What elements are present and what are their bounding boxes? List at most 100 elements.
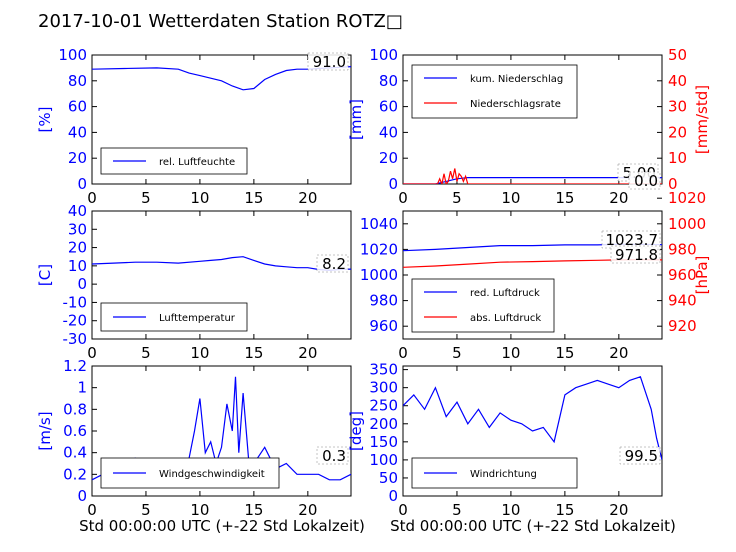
series-line — [403, 168, 662, 184]
x-tick-label: 10 — [190, 344, 209, 362]
y-axis-label: [mm] — [347, 99, 365, 140]
legend: Windrichtung — [411, 457, 578, 489]
y-tick-label: 100 — [369, 451, 398, 469]
y-tick-label: 20 — [379, 149, 398, 167]
legend-box — [411, 64, 578, 119]
y-tick-label: 40 — [68, 123, 87, 141]
y-tick-label: 250 — [369, 397, 398, 415]
axes-frame — [91, 54, 352, 185]
x-tick-label: 15 — [244, 189, 263, 207]
legend: Windgeschwindigkeit — [100, 457, 280, 489]
y-tick-label: 1020 — [360, 240, 398, 258]
y-tick-label: 0.4 — [63, 444, 87, 462]
x-tick-label: 0 — [398, 189, 408, 207]
y-tick-label: 80 — [379, 72, 398, 90]
panel-wind_dir: 0 5 10 15 20050100150200250300350[deg]Windri… — [347, 361, 663, 519]
y2-tick-label: 0 — [668, 175, 678, 193]
x-tick-label: 20 — [609, 344, 628, 362]
x-tick-label: 10 — [190, 189, 209, 207]
y-tick-label: 50 — [379, 469, 398, 487]
panel-precip: 0 5 10 15 20020406080100[mm]01020304050[mm/s… — [347, 46, 711, 207]
y2-tick-label: 40 — [668, 72, 687, 90]
y2-tick-label: 30 — [668, 98, 687, 116]
y-tick-label: 40 — [379, 123, 398, 141]
series-line — [403, 376, 662, 461]
y2-tick-label: 20 — [668, 123, 687, 141]
y-tick-label: 0 — [77, 275, 87, 293]
y-tick-label: 0.8 — [63, 400, 87, 418]
y-tick-label: 60 — [379, 98, 398, 116]
y-tick-label: 1 — [77, 379, 87, 397]
x-tick-label: 20 — [298, 344, 317, 362]
legend-label: Lufttemperatur — [159, 313, 236, 324]
value-annotation-box — [307, 52, 349, 71]
x-tick-label: 0 — [87, 501, 97, 519]
legend-label: abs. Luftdruck — [470, 313, 541, 324]
legend-box — [100, 302, 248, 332]
x-tick-label: 5 — [141, 189, 151, 207]
y-tick-label: 200 — [369, 415, 398, 433]
y2-tick-label: 50 — [668, 46, 687, 64]
y-tick-label: 60 — [68, 98, 87, 116]
y-tick-label: -30 — [63, 330, 88, 348]
y-tick-label: 0.6 — [63, 422, 87, 440]
value-annotation-box — [628, 171, 661, 190]
x-tick-label: 10 — [190, 501, 209, 519]
x-tick-label: 0 — [398, 501, 408, 519]
legend-label: Niederschlagsrate — [470, 99, 561, 110]
y2-axis-label: [mm/std] — [693, 85, 711, 154]
y-axis-label: [C] — [36, 264, 54, 286]
y2-tick-label: 1000 — [668, 215, 706, 233]
x-tick-label: 5 — [141, 344, 151, 362]
x-axis-label-left: Std 00:00:00 UTC (+-22 Std Lokalzeit) — [79, 517, 365, 535]
y-tick-label: 20 — [68, 239, 87, 257]
y2-tick-label: 1020 — [668, 189, 706, 207]
x-tick-label: 10 — [501, 501, 520, 519]
x-tick-label: 20 — [609, 189, 628, 207]
x-tick-label: 20 — [298, 189, 317, 207]
y-axis-label: [m/s] — [36, 411, 54, 450]
x-tick-label: 15 — [555, 501, 574, 519]
value-annotation-box — [316, 254, 349, 273]
y-tick-label: 0 — [388, 487, 398, 505]
y2-axis-label: [hPa] — [693, 256, 711, 295]
x-tick-label: 15 — [555, 189, 574, 207]
x-tick-label: 5 — [452, 344, 462, 362]
value-annotation-box — [610, 245, 661, 264]
y-tick-label: 1.2 — [63, 357, 87, 375]
x-tick-label: 10 — [501, 189, 520, 207]
x-tick-label: 20 — [298, 501, 317, 519]
y-tick-label: 350 — [369, 361, 398, 379]
value-annotation: 1023.7 — [606, 231, 659, 249]
y2-tick-label: 960 — [668, 266, 697, 284]
y-tick-label: 40 — [68, 202, 87, 220]
x-tick-label: 5 — [452, 501, 462, 519]
y-axis-label: [%] — [36, 107, 54, 133]
y-tick-label: 100 — [369, 46, 398, 64]
value-annotation-box — [619, 446, 661, 465]
legend: Lufttemperatur — [100, 302, 248, 332]
x-tick-label: 0 — [87, 189, 97, 207]
y-tick-label: 1000 — [360, 266, 398, 284]
x-tick-label: 15 — [555, 344, 574, 362]
y-tick-label: 980 — [369, 292, 398, 310]
axes-frame — [91, 210, 352, 340]
x-tick-label: 15 — [244, 501, 263, 519]
panel-pressure: 0 5 10 15 2096098010001020104092094096098010… — [360, 189, 711, 362]
y2-tick-label: 10 — [668, 149, 687, 167]
panel-humidity: 0 5 10 15 20 0 20 40 60 80 100 [%] rel. Luftfeuchte 9… — [36, 46, 352, 207]
y-tick-label: 300 — [369, 379, 398, 397]
y-tick-label: 1040 — [360, 215, 398, 233]
y2-tick-label: 980 — [668, 240, 697, 258]
x-tick-label: 20 — [609, 501, 628, 519]
y-tick-label: 0 — [77, 487, 87, 505]
legend-label: kum. Niederschlag — [470, 74, 563, 85]
y-tick-label: -10 — [63, 293, 88, 311]
x-tick-label: 0 — [87, 344, 97, 362]
value-annotation: 99.5 — [625, 447, 658, 465]
legend-label: Windgeschwindigkeit — [159, 469, 265, 480]
y-tick-label: 20 — [68, 149, 87, 167]
y-tick-label: 0 — [388, 175, 398, 193]
y-tick-label: -20 — [63, 312, 88, 330]
